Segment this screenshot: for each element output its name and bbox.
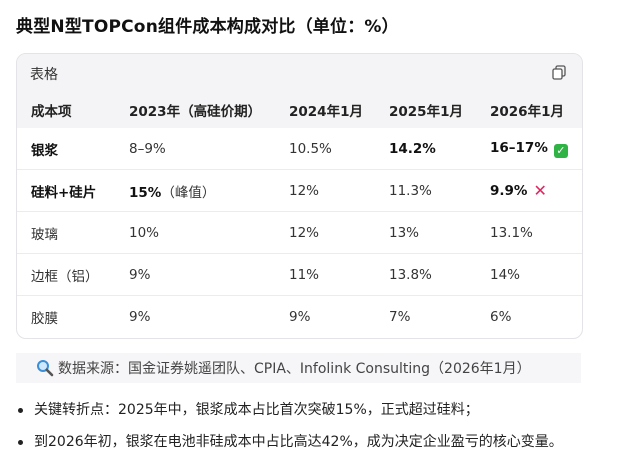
cost-table: 成本项 2023年（高硅价期） 2024年1月 2025年1月 2026年1月 … — [17, 91, 582, 337]
row-item-label: 边框（铝） — [17, 253, 115, 296]
table-card: 表格 成本项 2023年（高硅价期） 2024年1月 2025年1月 2026年… — [16, 53, 583, 339]
table-card-label: 表格 — [30, 67, 58, 83]
row-cell-2026: 14% — [476, 253, 582, 296]
page-title: 典型N型TOPCon组件成本构成对比（单位：%） — [16, 17, 399, 37]
table-card-header: 表格 — [17, 54, 582, 91]
table-row: 硅料+硅片 15%（峰值） 12% 11.3% 9.9% ✕ — [17, 169, 582, 212]
table-row: 玻璃 10% 12% 13% 13.1% — [17, 211, 582, 254]
row-cell-2023: 8–9% — [115, 128, 275, 170]
table-header-row: 成本项 2023年（高硅价期） 2024年1月 2025年1月 2026年1月 — [17, 91, 582, 128]
row-cell-2026: 13.1% — [476, 211, 582, 254]
row-item-label: 玻璃 — [17, 211, 115, 254]
row-cell-2024: 12% — [275, 169, 375, 212]
header-cell-2026: 2026年1月 — [476, 91, 582, 128]
row-cell-2025: 7% — [389, 308, 411, 325]
table-row: 胶膜 9% 9% 7% 6% — [17, 296, 582, 338]
row-cell-2023: 9% — [115, 253, 275, 296]
row-cell-2025: 13.8% — [375, 253, 476, 296]
row-item-label: 胶膜 — [31, 310, 58, 327]
row-cell-2024: 12% — [275, 211, 375, 254]
check-icon: ✓ — [553, 143, 568, 158]
copy-icon[interactable] — [552, 65, 566, 80]
table-row: 银浆 8–9% 10.5% 14.2% 16–17% ✓ — [17, 128, 582, 170]
row-item-label: 银浆 — [17, 128, 115, 170]
bullet-dot-icon — [18, 440, 23, 445]
source-note: 数据来源：国金证券姚遥团队、CPIA、Infolink Consulting（2… — [16, 353, 581, 383]
source-text: 数据来源：国金证券姚遥团队、CPIA、Infolink Consulting（2… — [58, 361, 531, 377]
row-cell-2023: 10% — [115, 211, 275, 254]
header-cell-2025: 2025年1月 — [375, 91, 476, 128]
row-cell-2026: 6% — [490, 308, 512, 325]
bullet-text: 关键转折点：2025年中，银浆成本占比首次突破15%，正式超过硅料； — [34, 402, 479, 418]
list-item: 关键转折点：2025年中，银浆成本占比首次突破15%，正式超过硅料； — [16, 400, 636, 432]
cross-icon: ✕ — [533, 181, 547, 200]
bullet-text: 到2026年初，银浆在电池非硅成本中占比高达42%，成为决定企业盈亏的核心变量。 — [34, 434, 563, 450]
magnifier-icon — [37, 360, 54, 377]
bullet-list: 关键转折点：2025年中，银浆成本占比首次突破15%，正式超过硅料； 到2026… — [16, 400, 636, 464]
row-cell-2024: 9% — [289, 308, 311, 325]
table-row: 边框（铝） 9% 11% 13.8% 14% — [17, 253, 582, 296]
header-cell-item: 成本项 — [17, 91, 115, 128]
header-cell-2023: 2023年（高硅价期） — [115, 91, 275, 128]
row-cell-2025: 13% — [375, 211, 476, 254]
row-cell-2024: 11% — [275, 253, 375, 296]
row-cell-2023: 15%（峰值） — [115, 169, 275, 212]
bullet-dot-icon — [18, 408, 23, 413]
list-item: 到2026年初，银浆在电池非硅成本中占比高达42%，成为决定企业盈亏的核心变量。 — [16, 432, 636, 464]
row-item-label: 硅料+硅片 — [17, 169, 115, 212]
row-cell-2026: 16–17% ✓ — [476, 128, 582, 170]
header-cell-2024: 2024年1月 — [275, 91, 375, 128]
row-cell-2026: 9.9% ✕ — [476, 169, 582, 212]
row-cell-2025: 14.2% — [375, 128, 476, 170]
row-cell-2025: 11.3% — [375, 169, 476, 212]
row-cell-2023: 9% — [129, 308, 151, 325]
row-cell-2024: 10.5% — [275, 128, 375, 170]
